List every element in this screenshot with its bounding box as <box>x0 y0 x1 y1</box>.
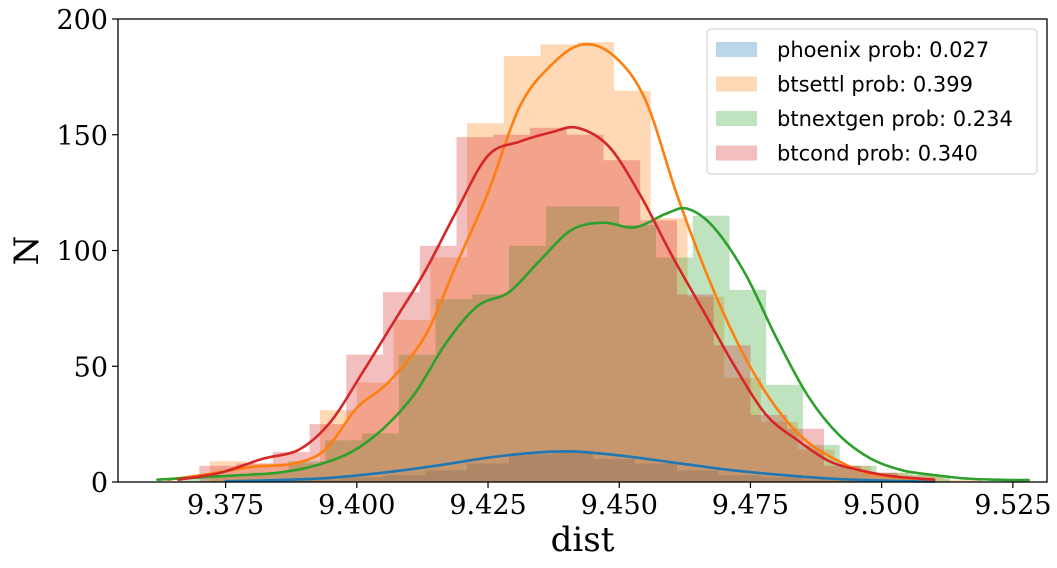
hist-bar-0-4 <box>383 475 426 482</box>
hist-bar-0-8 <box>551 451 593 482</box>
hist-bar-0-9 <box>592 458 635 482</box>
x-tick-label: 9.525 <box>974 490 1051 521</box>
hist-bar-3-15 <box>750 414 788 482</box>
histogram-bars <box>178 42 982 483</box>
hist-bar-3-9 <box>530 127 567 483</box>
hist-bar-1-11 <box>613 90 651 482</box>
hist-bar-2-0 <box>178 477 216 482</box>
legend-label: btsettl prob: 0.399 <box>777 73 973 97</box>
kde-curves <box>156 42 1030 483</box>
hist-bar-3-8 <box>493 134 531 482</box>
hist-bar-1-12 <box>650 218 688 482</box>
hist-bar-1-6 <box>430 257 468 482</box>
x-tick-label: 9.425 <box>449 490 526 521</box>
kde-line-3 <box>177 125 936 481</box>
hist-bar-1-5 <box>393 319 431 482</box>
hist-bar-0-2 <box>299 479 342 482</box>
hist-bar-0-11 <box>676 470 719 482</box>
hist-bar-0-5 <box>425 470 468 482</box>
hist-bar-3-14 <box>713 345 751 482</box>
hist-bar-0-6 <box>467 463 510 482</box>
x-tick-label: 9.375 <box>187 490 264 521</box>
hist-bar-1-3 <box>320 410 357 482</box>
hist-bar-2-1 <box>215 475 252 482</box>
hist-bar-3-6 <box>419 245 457 482</box>
hist-bar-2-6 <box>398 354 436 482</box>
legend-swatch <box>716 76 757 92</box>
y-axis-label: N <box>7 236 47 266</box>
hist-bar-2-7 <box>435 299 473 482</box>
kde-line-2 <box>156 206 1030 482</box>
y-tick-label: 50 <box>74 352 108 383</box>
x-tick-label: 9.500 <box>843 490 920 521</box>
x-axis-label: dist <box>551 520 615 560</box>
hist-bar-2-10 <box>545 206 583 482</box>
hist-bar-1-13 <box>687 296 725 482</box>
x-tick-label: 9.475 <box>712 490 789 521</box>
hist-bar-2-18 <box>839 465 877 482</box>
legend-box <box>706 28 1038 175</box>
hist-bar-0-12 <box>718 475 761 482</box>
y-tick-label: 200 <box>56 5 108 36</box>
hist-bar-0-13 <box>760 477 803 482</box>
hist-bar-1-9 <box>540 44 578 483</box>
hist-bar-3-4 <box>346 354 384 482</box>
hist-bar-1-15 <box>760 421 798 482</box>
y-tick-label: 150 <box>56 121 108 152</box>
hist-bar-2-12 <box>619 225 656 482</box>
x-axis-ticks: 9.375 9.400 9.425 9.450 9.475 9.500 9.525 <box>187 482 1052 521</box>
hist-bar-3-3 <box>309 424 347 482</box>
legend-label: btnextgen prob: 0.234 <box>777 107 1013 131</box>
hist-bar-0-3 <box>341 477 384 482</box>
legend: phoenix prob: 0.027 btsettl prob: 0.399 bt… <box>706 28 1038 175</box>
y-tick-label: 0 <box>91 468 108 499</box>
hist-bar-2-2 <box>251 472 289 482</box>
hist-bar-1-4 <box>356 382 394 482</box>
x-tick-label: 9.400 <box>318 490 395 521</box>
hist-bar-0-10 <box>634 463 677 482</box>
hist-bar-3-5 <box>383 292 420 482</box>
y-tick-label: 100 <box>56 237 108 268</box>
hist-bar-2-8 <box>472 294 510 482</box>
hist-bar-3-12 <box>640 220 677 482</box>
kde-line-0 <box>224 450 936 483</box>
hist-bar-3-11 <box>603 160 641 482</box>
hist-bar-3-2 <box>272 451 310 482</box>
hist-bar-1-10 <box>577 42 614 483</box>
hist-bar-3-10 <box>566 134 604 482</box>
hist-bar-2-13 <box>655 257 693 482</box>
legend-label: phoenix prob: 0.027 <box>777 38 989 62</box>
hist-bar-1-20 <box>944 479 982 482</box>
hist-bar-0-14 <box>802 479 845 482</box>
hist-bar-3-13 <box>676 294 714 482</box>
legend-label: btcond prob: 0.340 <box>777 142 978 166</box>
hist-bar-0-7 <box>509 454 552 482</box>
y-axis-ticks: 0 50 100 150 200 <box>56 5 118 499</box>
legend-swatch <box>716 42 757 57</box>
legend-swatch <box>716 145 757 161</box>
hist-bar-1-14 <box>724 377 761 482</box>
kde-line-1 <box>166 42 936 481</box>
hist-bar-3-18 <box>860 472 898 482</box>
hist-bar-2-11 <box>582 206 620 482</box>
legend-swatch <box>716 111 757 126</box>
x-tick-label: 9.450 <box>581 490 658 521</box>
